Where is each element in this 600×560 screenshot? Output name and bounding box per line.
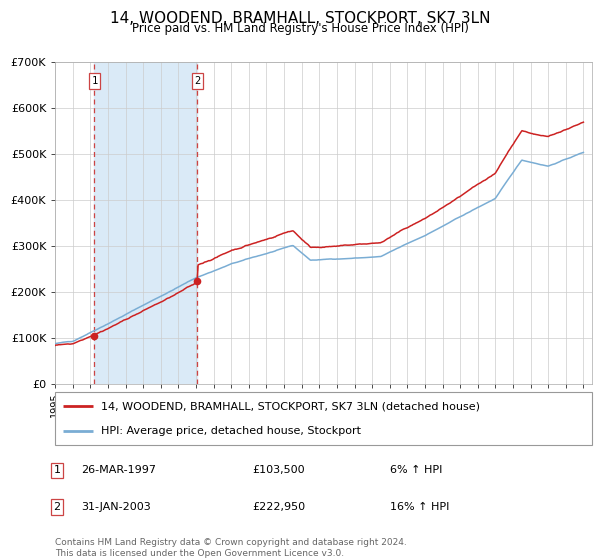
Text: 31-JAN-2003: 31-JAN-2003: [81, 502, 151, 512]
Text: 1: 1: [53, 465, 61, 475]
Text: 2: 2: [194, 76, 200, 86]
Text: Price paid vs. HM Land Registry's House Price Index (HPI): Price paid vs. HM Land Registry's House …: [131, 22, 469, 35]
Text: 14, WOODEND, BRAMHALL, STOCKPORT, SK7 3LN: 14, WOODEND, BRAMHALL, STOCKPORT, SK7 3L…: [110, 11, 490, 26]
Text: HPI: Average price, detached house, Stockport: HPI: Average price, detached house, Stoc…: [101, 426, 361, 436]
Text: £103,500: £103,500: [252, 465, 305, 475]
Text: 1: 1: [91, 76, 98, 86]
Text: 14, WOODEND, BRAMHALL, STOCKPORT, SK7 3LN (detached house): 14, WOODEND, BRAMHALL, STOCKPORT, SK7 3L…: [101, 402, 480, 412]
Text: 16% ↑ HPI: 16% ↑ HPI: [390, 502, 449, 512]
Text: 2: 2: [53, 502, 61, 512]
Text: £222,950: £222,950: [252, 502, 305, 512]
Bar: [94, 62, 197, 384]
FancyBboxPatch shape: [55, 392, 592, 445]
Text: 6% ↑ HPI: 6% ↑ HPI: [390, 465, 442, 475]
Text: Contains HM Land Registry data © Crown copyright and database right 2024.
This d: Contains HM Land Registry data © Crown c…: [55, 538, 407, 558]
Text: 26-MAR-1997: 26-MAR-1997: [81, 465, 156, 475]
